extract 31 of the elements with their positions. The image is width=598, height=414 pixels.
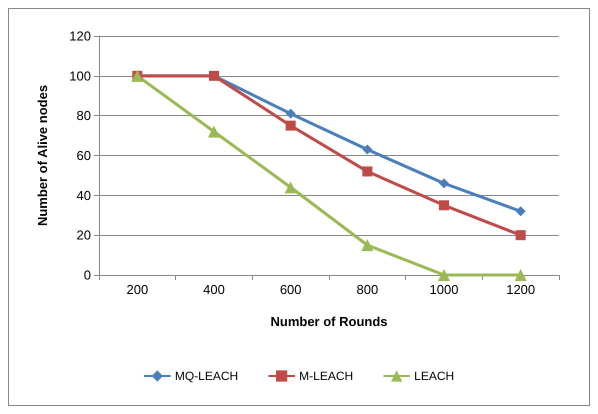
x-tick-label: 600: [280, 282, 302, 297]
point: [516, 206, 526, 216]
y-tick-label: 20: [76, 228, 91, 243]
legend-label: MQ-LEACH: [174, 369, 238, 383]
y-tick-label: 40: [76, 188, 91, 203]
legend-label: LEACH: [414, 369, 454, 383]
point: [516, 230, 526, 240]
x-tick-label: 1200: [506, 282, 536, 297]
point: [362, 144, 372, 155]
point: [361, 239, 374, 252]
x-tick-label: 200: [126, 282, 148, 297]
point: [439, 200, 449, 210]
point: [439, 178, 449, 188]
x-tick-label: 400: [203, 282, 225, 297]
x-axis-title: Number of Rounds: [270, 314, 388, 329]
point: [284, 181, 297, 194]
point: [208, 126, 220, 138]
point: [286, 120, 296, 131]
y-tick-label: 100: [69, 68, 91, 84]
y-tick-label: 0: [84, 268, 91, 282]
y-tick-label: 120: [69, 28, 91, 44]
point: [514, 269, 527, 281]
y-axis-title: Number of Alive nodes: [35, 84, 50, 226]
y-tick-label: 80: [76, 108, 91, 124]
point: [362, 166, 372, 176]
legend-label: M-LEACH: [299, 369, 354, 383]
point: [438, 269, 450, 281]
point: [286, 108, 296, 119]
x-tick-label: 1000: [430, 282, 458, 297]
y-tick-label: 60: [76, 148, 91, 163]
x-tick-label: 800: [356, 282, 378, 297]
